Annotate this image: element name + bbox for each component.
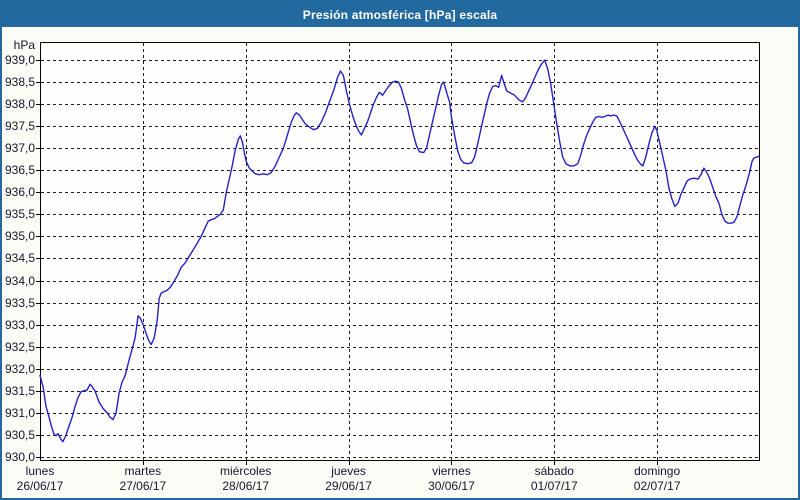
day-date: 28/06/17 <box>222 479 270 493</box>
x-day-label: domingo 02/07/17 <box>605 464 709 493</box>
y-tick-label: 933,5 <box>4 296 35 310</box>
day-date: 29/06/17 <box>325 479 372 493</box>
title-bar: Presión atmosférica [hPa] escala <box>2 2 798 27</box>
day-name: jueves <box>331 464 366 478</box>
day-name: miércoles <box>220 464 272 478</box>
x-day-label: sábado 01/07/17 <box>502 464 606 493</box>
y-tick-label: 937,0 <box>4 141 35 155</box>
y-tick-label: 934,0 <box>4 274 35 288</box>
y-tick-label: 932,5 <box>4 340 35 354</box>
y-tick-label: 932,0 <box>4 362 35 376</box>
y-axis-unit-label: hPa <box>13 38 35 52</box>
day-date: 01/07/17 <box>530 479 578 493</box>
x-day-label: viernes 30/06/17 <box>399 464 503 493</box>
x-day-label: martes 27/06/17 <box>91 464 195 493</box>
pressure-line <box>39 59 760 443</box>
day-name: domingo <box>634 464 681 478</box>
chart-title: Presión atmosférica [hPa] escala <box>302 7 498 22</box>
y-tick-label: 936,0 <box>4 185 35 199</box>
y-tick-label: 934,5 <box>4 251 35 265</box>
y-tick-label: 933,0 <box>4 318 35 332</box>
y-tick-label: 930,5 <box>4 428 35 442</box>
day-date: 26/06/17 <box>16 479 64 493</box>
day-date: 30/06/17 <box>428 479 475 493</box>
plot-area <box>40 42 760 461</box>
day-name: sábado <box>534 464 574 478</box>
y-tick-label: 938,0 <box>4 97 35 111</box>
x-day-label: jueves 29/06/17 <box>297 464 401 493</box>
y-tick-label: 930,0 <box>4 450 35 464</box>
day-date: 02/07/17 <box>633 479 681 493</box>
y-tick-label: 931,5 <box>4 384 35 398</box>
y-tick-label: 935,0 <box>4 229 35 243</box>
y-tick-label: 938,5 <box>4 75 35 89</box>
y-tick-label: 931,0 <box>4 406 35 420</box>
y-tick-label: 936,5 <box>4 163 35 177</box>
x-day-label: lunes 26/06/17 <box>2 464 92 493</box>
day-name: lunes <box>25 464 55 478</box>
day-name: martes <box>124 464 162 478</box>
y-tick-label: 939,0 <box>4 53 35 67</box>
y-tick-label: 935,5 <box>4 207 35 221</box>
x-day-label: miércoles 28/06/17 <box>194 464 298 493</box>
day-date: 27/06/17 <box>119 479 167 493</box>
y-tick-label: 937,5 <box>4 119 35 133</box>
day-name: viernes <box>432 464 471 478</box>
